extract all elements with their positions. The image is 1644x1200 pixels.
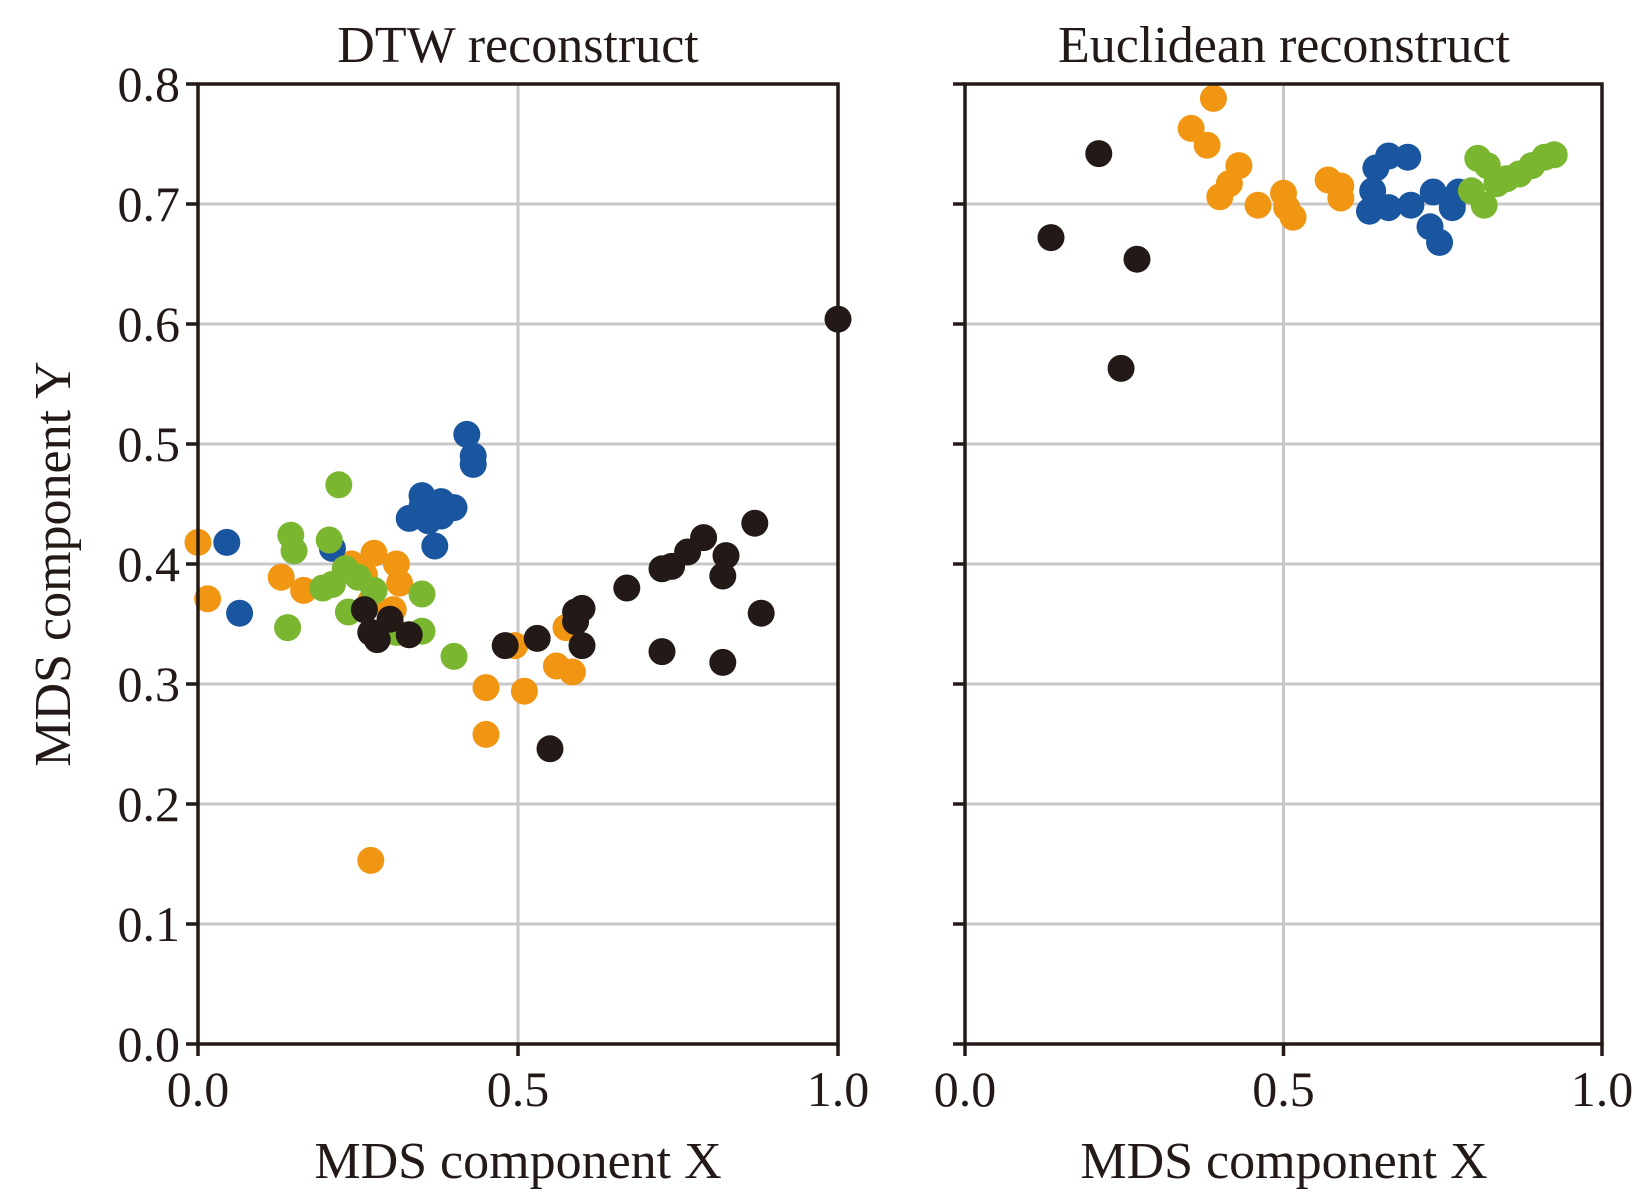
dtw-points <box>184 305 852 874</box>
dtw-y-tick-label: 0.4 <box>118 536 181 592</box>
dtw-point-green <box>274 614 302 642</box>
euclidean-point-blue <box>1419 178 1447 206</box>
dtw-series-black <box>350 305 852 763</box>
euclidean-point-blue <box>1375 142 1403 170</box>
dtw-point-blue <box>226 599 254 627</box>
dtw-point-blue <box>408 492 436 520</box>
euclidean-point-orange <box>1177 114 1205 142</box>
dtw-y-tick-label: 0.2 <box>118 776 181 832</box>
dtw-point-green <box>325 471 353 499</box>
dtw-point-black <box>747 599 775 627</box>
dtw-x-tick-label: 1.0 <box>807 1061 870 1117</box>
euclidean-x-tick-label: 0.5 <box>1252 1061 1315 1117</box>
dtw-point-black <box>613 574 641 602</box>
euclidean-point-blue <box>1397 191 1425 219</box>
euclidean-point-green <box>1470 191 1498 219</box>
euclidean-point-black <box>1107 354 1135 382</box>
dtw-point-orange <box>360 539 388 567</box>
dtw-y-tick-label: 0.6 <box>118 296 181 352</box>
dtw-point-green <box>315 526 343 554</box>
euclidean-point-blue <box>1426 228 1454 256</box>
euclidean-point-blue <box>1359 177 1387 205</box>
dtw-point-black <box>690 524 718 552</box>
euclidean-point-blue <box>1394 143 1422 171</box>
euclidean-title: Euclidean reconstruct <box>1058 17 1510 74</box>
dtw-series-blue <box>213 420 487 627</box>
dtw-point-orange <box>194 585 222 613</box>
euclidean-point-green <box>1492 165 1520 193</box>
dtw-y-axis-label: MDS component Y <box>25 361 82 766</box>
dtw-point-black <box>363 626 391 654</box>
dtw-point-black <box>712 542 740 570</box>
euclidean-series-black <box>1037 140 1151 382</box>
dtw-series-orange <box>184 528 586 874</box>
euclidean-x-tick-label: 1.0 <box>1571 1061 1634 1117</box>
dtw-x-tick-label: 0.0 <box>167 1061 230 1117</box>
dtw-y-tick-label: 0.3 <box>118 656 181 712</box>
euclidean-series-blue <box>1355 142 1473 256</box>
dtw-x-tick-label: 0.5 <box>487 1061 550 1117</box>
dtw-title: DTW reconstruct <box>337 17 699 74</box>
dtw-point-orange <box>267 563 295 591</box>
dtw-point-green <box>408 580 436 608</box>
dtw-y-tick-label: 0.1 <box>118 896 181 952</box>
euclidean-point-blue <box>1355 197 1383 225</box>
euclidean-point-orange <box>1327 184 1355 212</box>
dtw-point-black <box>523 624 551 652</box>
dtw-point-orange <box>510 677 538 705</box>
dtw-point-blue <box>453 420 481 448</box>
dtw-point-black <box>741 509 769 537</box>
dtw-point-blue <box>459 450 487 478</box>
dtw-point-black <box>648 638 676 666</box>
euclidean-point-orange <box>1199 84 1227 112</box>
dtw-point-orange <box>558 658 586 686</box>
euclidean-points <box>1037 84 1568 382</box>
euclidean-point-black <box>1123 245 1151 273</box>
dtw-point-black <box>536 735 564 763</box>
euclidean-grid <box>963 82 1604 1046</box>
euclidean-series-green <box>1457 141 1568 219</box>
dtw-point-orange <box>357 846 385 874</box>
euclidean-point-orange <box>1244 191 1272 219</box>
dtw-panel: DTW reconstruct MDS component X MDS comp… <box>25 17 869 1190</box>
dtw-point-black <box>568 632 596 660</box>
euclidean-point-orange <box>1206 183 1234 211</box>
dtw-point-black <box>709 562 737 590</box>
euclidean-panel: Euclidean reconstruct MDS component X 0.… <box>934 17 1634 1190</box>
euclidean-point-black <box>1085 140 1113 168</box>
dtw-point-black <box>376 605 404 633</box>
dtw-y-tick-label: 0.0 <box>118 1016 181 1072</box>
euclidean-x-axis-label: MDS component X <box>1080 1133 1487 1190</box>
dtw-point-orange <box>386 569 414 597</box>
euclidean-point-green <box>1540 141 1568 169</box>
dtw-point-green <box>440 642 468 670</box>
dtw-point-black <box>350 596 378 624</box>
dtw-point-black <box>395 621 423 649</box>
dtw-point-black <box>491 632 519 660</box>
dtw-point-orange <box>472 674 500 702</box>
euclidean-point-orange <box>1193 131 1221 159</box>
dtw-y-tick-label: 0.7 <box>118 176 181 232</box>
dtw-point-blue <box>421 532 449 560</box>
euclidean-point-orange <box>1279 203 1307 231</box>
euclidean-series-orange <box>1177 84 1355 231</box>
dtw-y-tick-label: 0.5 <box>118 416 181 472</box>
euclidean-x-tick-label: 0.0 <box>934 1061 997 1117</box>
dtw-x-axis-label: MDS component X <box>314 1133 721 1190</box>
dtw-y-tick-label: 0.8 <box>118 56 181 112</box>
dtw-point-black <box>709 648 737 676</box>
dtw-point-black <box>562 608 590 636</box>
dtw-point-orange <box>472 720 500 748</box>
dtw-point-blue <box>213 528 241 556</box>
dtw-point-green <box>280 537 308 565</box>
euclidean-point-black <box>1037 224 1065 252</box>
